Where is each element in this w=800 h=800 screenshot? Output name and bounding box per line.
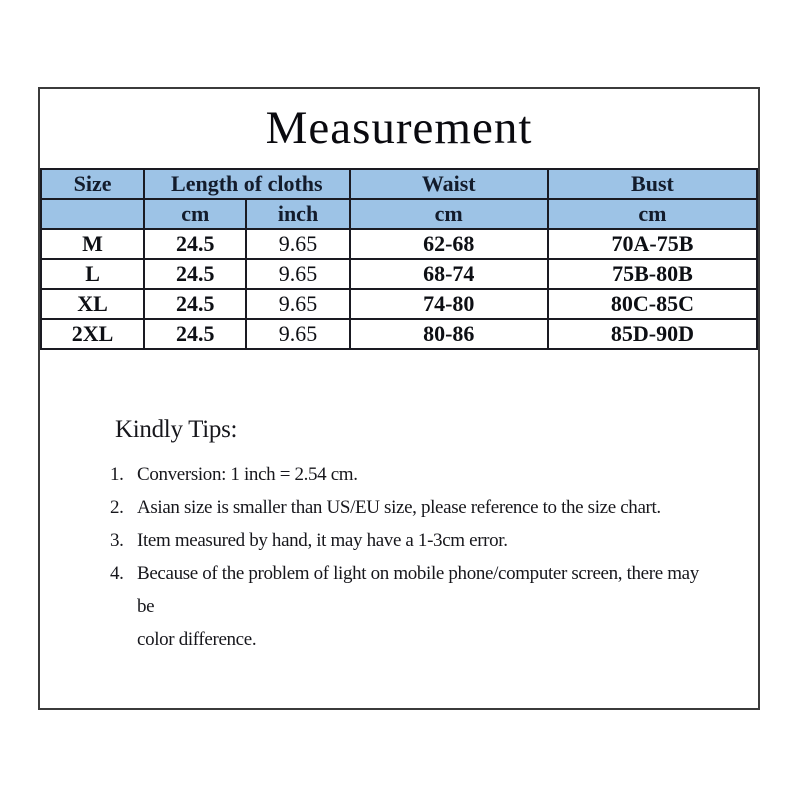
cell-waist: 68-74	[348, 258, 549, 290]
tip-item-3: 3. Item measured by hand, it may have a …	[110, 524, 718, 557]
page-title: Measurement	[265, 102, 533, 154]
cell-size: M	[39, 228, 146, 260]
cell-bust: 85D-90D	[546, 318, 759, 350]
cell-waist: 62-68	[348, 228, 549, 260]
tip-line: Item measured by hand, it may have a 1-3…	[137, 530, 508, 551]
cell-bust: 80C-85C	[546, 288, 759, 320]
cell-size: XL	[39, 288, 146, 320]
subheader-size-empty	[39, 198, 146, 230]
table-header-row-2: cm inch cm cm	[39, 198, 759, 230]
cell-waist: 74-80	[348, 288, 549, 320]
cell-length-cm: 24.5	[143, 288, 248, 320]
cell-bust: 70A-75B	[546, 228, 759, 260]
tip-text: Item measured by hand, it may have a 1-3…	[137, 524, 718, 557]
tip-number: 2.	[110, 497, 124, 518]
table-row-l: L 24.5 9.65 68-74 75B-80B	[39, 258, 759, 290]
tip-item-4: 4. Because of the problem of light on mo…	[110, 557, 718, 656]
subheader-waist-cm: cm	[348, 198, 549, 230]
tip-number: 1.	[110, 464, 124, 485]
cell-length-inch: 9.65	[245, 258, 351, 290]
tip-number: 4.	[110, 563, 124, 584]
tip-line: Conversion: 1 inch = 2.54 cm.	[137, 464, 358, 485]
tip-line: color difference.	[137, 629, 257, 650]
col-header-length-of-cloths: Length of cloths	[143, 168, 351, 200]
tip-text: Asian size is smaller than US/EU size, p…	[137, 491, 718, 524]
tips-heading: Kindly Tips:	[115, 416, 238, 443]
subheader-bust-cm: cm	[546, 198, 759, 230]
table-header-row-1: Size Length of cloths Waist Bust	[39, 168, 759, 200]
cell-size: L	[39, 258, 146, 290]
content-frame: Measurement Size Length of cloths Waist …	[38, 87, 760, 710]
cell-waist: 80-86	[348, 318, 549, 350]
table-row-m: M 24.5 9.65 62-68 70A-75B	[39, 228, 759, 260]
tip-text: Because of the problem of light on mobil…	[137, 557, 718, 656]
cell-length-inch: 9.65	[245, 288, 351, 320]
col-header-waist: Waist	[348, 168, 549, 200]
cell-length-inch: 9.65	[245, 318, 351, 350]
subheader-length-cm: cm	[143, 198, 248, 230]
tip-item-1: 1. Conversion: 1 inch = 2.54 cm.	[110, 458, 718, 491]
tip-line: Asian size is smaller than US/EU size, p…	[137, 497, 661, 518]
tip-text: Conversion: 1 inch = 2.54 cm.	[137, 458, 718, 491]
cell-length-cm: 24.5	[143, 258, 248, 290]
subheader-length-inch: inch	[245, 198, 351, 230]
table-row-xl: XL 24.5 9.65 74-80 80C-85C	[39, 288, 759, 320]
tip-line: Because of the problem of light on mobil…	[137, 563, 699, 617]
cell-length-cm: 24.5	[143, 228, 248, 260]
title-area: Measurement	[40, 89, 758, 168]
col-header-size: Size	[39, 168, 146, 200]
tip-item-2: 2. Asian size is smaller than US/EU size…	[110, 491, 718, 524]
table-row-2xl: 2XL 24.5 9.65 80-86 85D-90D	[39, 318, 759, 350]
cell-length-inch: 9.65	[245, 228, 351, 260]
cell-bust: 75B-80B	[546, 258, 759, 290]
col-header-bust: Bust	[546, 168, 759, 200]
kindly-tips-section: Kindly Tips: 1. Conversion: 1 inch = 2.5…	[40, 416, 758, 656]
cell-size: 2XL	[39, 318, 146, 350]
tip-number: 3.	[110, 530, 124, 551]
cell-length-cm: 24.5	[143, 318, 248, 350]
size-table: Size Length of cloths Waist Bust cm inch…	[39, 168, 759, 350]
